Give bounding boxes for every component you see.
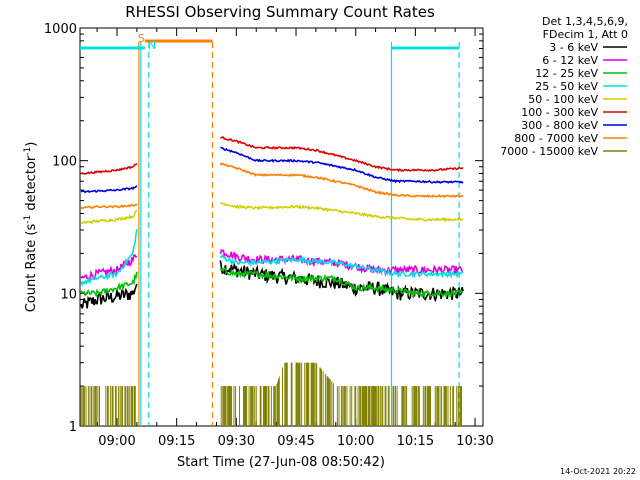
series-12-25keV (80, 267, 464, 299)
series-line (80, 203, 138, 210)
series-line (219, 162, 464, 199)
series-lines (80, 136, 464, 426)
series-7000-15000keV (80, 362, 463, 426)
legend-header-line-2: FDecim 1, Att 0 (543, 28, 628, 41)
series-100-300keV (80, 136, 464, 175)
footer-date: 14-Oct-2021 20:22 (560, 467, 636, 476)
series-line (80, 185, 138, 194)
x-tick-label: 10:15 (397, 434, 434, 449)
y-tick-labels: 1 10 100 1000 (44, 22, 77, 435)
legend-entry-label: 3 - 6 keV (549, 41, 598, 54)
flag-label: S (138, 32, 145, 45)
x-tick-label: 09:15 (158, 434, 195, 449)
series-line (80, 162, 138, 175)
y-tick-label: 100 (52, 155, 77, 170)
flag-bars: SN (80, 32, 460, 52)
legend-entry-label: 50 - 100 keV (528, 93, 598, 106)
series-800-7000keV (80, 162, 464, 210)
x-tick-label: 09:30 (218, 434, 255, 449)
y-axis-label: Count Rate (s-1 detector-1) (23, 142, 39, 313)
y-tick-label: 10 (60, 287, 77, 302)
legend-entry-label: 800 - 7000 keV (514, 132, 598, 145)
series-line (219, 253, 464, 280)
legend-entry-label: 300 - 800 keV (521, 119, 598, 132)
x-tick-label: 10:30 (456, 434, 493, 449)
series-line (220, 202, 464, 223)
x-tick-label: 09:45 (277, 434, 314, 449)
legend-entry-label: 7000 - 15000 keV (500, 145, 598, 158)
series-line (80, 229, 138, 287)
series-line (219, 136, 464, 173)
x-tick-labels: 09:00 09:15 09:30 09:45 10:00 10:15 10:30 (98, 434, 494, 449)
series-300-800keV (80, 146, 464, 194)
series-50-100keV (80, 202, 464, 225)
legend-entry-label: 100 - 300 keV (521, 106, 598, 119)
legend-header-line-1: Det 1,3,4,5,6,9, (542, 15, 628, 28)
series-line (80, 271, 138, 298)
x-axis-label: Start Time (27-Jun-08 08:50:42) (177, 455, 385, 470)
legend-entry-label: 6 - 12 keV (542, 54, 598, 67)
series-25-50keV (80, 229, 464, 287)
x-tick-label: 10:00 (337, 434, 374, 449)
series-line (219, 267, 464, 299)
time-markers (138, 42, 460, 426)
legend-entry-label: 25 - 50 keV (535, 80, 598, 93)
series-line (80, 254, 138, 282)
series-line (220, 146, 464, 185)
legend-entry-label: 12 - 25 keV (535, 67, 598, 80)
plot-area: SN (79, 27, 484, 427)
series-line (80, 283, 138, 309)
x-tick-label: 09:00 (98, 434, 135, 449)
series-6-12keV (80, 248, 464, 282)
legend: Det 1,3,4,5,6,9, FDecim 1, Att 0 3 - 6 k… (500, 15, 628, 158)
flag-label: N (148, 39, 156, 52)
series-line (80, 209, 138, 225)
plot-frame (79, 27, 484, 427)
chart-title: RHESSI Observing Summary Count Rates (125, 3, 435, 21)
y-tick-label: 1 (69, 420, 77, 435)
y-tick-label: 1000 (44, 22, 77, 37)
series-line (219, 248, 464, 278)
